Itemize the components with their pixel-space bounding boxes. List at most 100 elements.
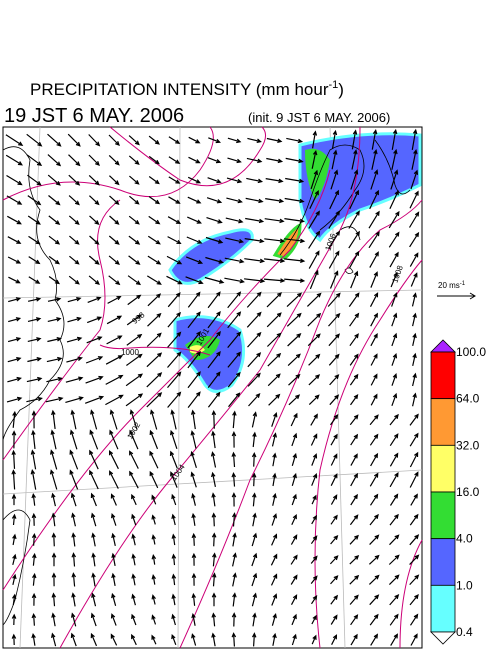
coastline <box>374 139 411 195</box>
wind-arrow <box>351 129 358 150</box>
wind-arrow <box>26 376 43 383</box>
wind-arrow <box>231 632 237 647</box>
wind-arrow <box>306 292 322 307</box>
wind-arrow <box>27 357 42 363</box>
coastline <box>339 226 361 241</box>
isobar <box>399 539 423 649</box>
wind-arrow <box>369 513 379 526</box>
wind-arrow <box>131 633 137 646</box>
wind-arrow <box>388 554 400 565</box>
wind-arrow <box>187 391 201 408</box>
wind-arrow <box>188 136 201 144</box>
wind-arrow <box>207 157 222 164</box>
wind-arrow <box>65 376 84 383</box>
wind-arrow <box>86 316 103 324</box>
wind-arrow <box>389 613 399 626</box>
wind-arrow <box>389 513 399 526</box>
wind-arrow <box>8 276 21 284</box>
longitude-line <box>177 126 181 649</box>
wind-arrow <box>207 177 222 184</box>
colorbar-label: 100.0 <box>456 345 486 359</box>
wind-arrow <box>330 575 339 585</box>
wind-arrow <box>389 190 399 209</box>
wind-arrow <box>51 409 56 429</box>
wind-arrow <box>351 149 358 170</box>
wind-arrow <box>129 175 140 185</box>
wind-arrow <box>7 256 22 264</box>
wind-arrow <box>211 592 217 607</box>
wind-arrow <box>188 156 201 164</box>
wind-arrow <box>106 315 123 325</box>
wind-arrow <box>91 572 96 587</box>
wind-arrow <box>227 311 242 329</box>
precipitation <box>168 132 422 393</box>
wind-arrow <box>71 572 77 587</box>
wind-arrow <box>71 612 77 627</box>
wind-arrow <box>51 632 57 647</box>
wind-arrow <box>248 392 261 407</box>
isobar <box>99 344 211 356</box>
wind-arrow <box>7 357 22 363</box>
wind-arrow <box>206 197 223 204</box>
wind-arrow <box>131 553 136 566</box>
wind-arrow <box>88 154 100 166</box>
wind-arrow <box>108 175 120 186</box>
wind-arrow <box>350 493 358 506</box>
wind-arrow <box>50 449 58 470</box>
wind-arrow <box>107 295 122 304</box>
wind-arrow <box>410 272 418 287</box>
wind-arrow <box>149 429 159 450</box>
wind-arrow <box>265 198 285 204</box>
colorbar-under <box>430 631 456 645</box>
wind-arrow <box>167 292 181 308</box>
wind-arrow <box>27 174 42 186</box>
wind-arrow <box>245 197 264 204</box>
wind-arrow <box>389 433 399 447</box>
wind-arrow <box>412 352 417 367</box>
wind-arrow <box>246 157 263 164</box>
wind-arrow <box>11 633 17 646</box>
wind-arrow <box>187 291 201 308</box>
wind-arrow <box>310 555 318 564</box>
wind-arrow <box>131 533 136 546</box>
wind-arrow <box>311 453 318 466</box>
wind-arrow <box>232 532 237 547</box>
wind-arrow <box>190 450 197 468</box>
wind-arrow <box>185 276 204 285</box>
wind-arrow <box>7 215 22 225</box>
wind-arrow <box>90 512 97 527</box>
wind-vectors <box>5 128 420 647</box>
wind-arrow <box>310 169 318 190</box>
wind-arrow <box>66 336 83 343</box>
wind-arrow <box>350 169 359 190</box>
wind-arrow <box>108 134 120 146</box>
wind-arrow <box>270 573 278 586</box>
wind-arrow <box>307 312 322 327</box>
wind-arrow <box>191 612 196 626</box>
wind-arrow <box>187 216 202 224</box>
wind-arrow <box>368 210 380 229</box>
wind-arrow <box>131 513 137 526</box>
wind-arrow <box>266 312 282 328</box>
wind-arrow <box>246 311 262 328</box>
wind-arrow <box>290 534 298 545</box>
wind-arrow <box>284 258 306 263</box>
wind-arrow <box>268 393 281 406</box>
wind-arrow <box>125 373 144 387</box>
wind-arrow <box>290 594 298 605</box>
wind-arrow <box>328 353 340 366</box>
wind-arrow <box>151 534 156 545</box>
wind-arrow <box>267 373 281 387</box>
wind-arrow <box>263 278 286 283</box>
wind-arrow <box>211 430 216 449</box>
wind-arrow <box>409 190 419 209</box>
wind-arrow <box>66 356 83 363</box>
wind-arrow <box>48 215 61 225</box>
wind-arrow <box>371 148 378 170</box>
wind-arrow <box>168 196 181 204</box>
wind-arrow <box>286 292 302 308</box>
wind-arrow <box>231 451 237 468</box>
wind-arrow <box>369 613 379 626</box>
wind-arrow <box>331 149 338 170</box>
